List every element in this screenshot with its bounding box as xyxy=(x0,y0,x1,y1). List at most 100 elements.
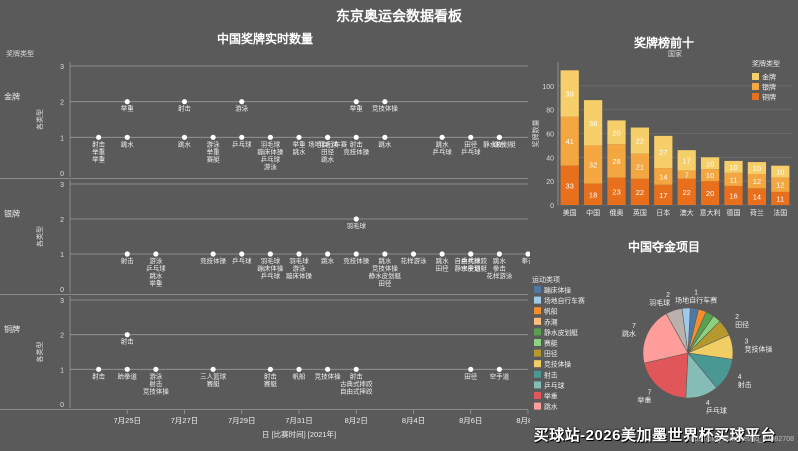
timeline-title: 中国奖牌实时数量 xyxy=(216,32,313,46)
point-label: 竞技体操 xyxy=(343,256,370,265)
pie-slice-label: 3 竞技体操 xyxy=(744,338,772,353)
medal-point xyxy=(353,216,359,222)
y-tick-label: 100 xyxy=(542,84,554,91)
medal-point xyxy=(124,332,130,338)
bar-segment xyxy=(700,157,720,170)
bar-value-label: 20 xyxy=(612,128,620,137)
pie-slice xyxy=(642,313,689,364)
bar-value-label: 23 xyxy=(612,187,620,196)
x-tick-label: 中国 xyxy=(586,208,600,217)
bar-value-label: 38 xyxy=(589,119,597,128)
point-label: 举重 xyxy=(121,104,135,113)
bar-segment xyxy=(607,177,626,205)
bar-value-label: 41 xyxy=(566,137,574,146)
legend-label: 跳水 xyxy=(544,402,558,411)
y-tick-label: 2 xyxy=(60,333,64,340)
legend-label: 金牌 xyxy=(762,73,776,82)
bar-segment xyxy=(747,162,767,175)
legend-label: 场地自行车赛 xyxy=(544,296,585,305)
legend-swatch xyxy=(534,328,541,336)
point-label: 场地自行车赛 xyxy=(308,139,348,148)
bar-segment xyxy=(583,145,603,184)
bar-value-label: 10 xyxy=(729,163,737,172)
medal-point xyxy=(153,251,159,257)
pie-slice-label: 7 跳水 xyxy=(622,323,636,338)
medal-point xyxy=(296,134,302,140)
bar-value-label: 11 xyxy=(776,194,784,203)
bar-segment xyxy=(607,120,626,145)
dashboard-title: 东京奥运会数据看板 xyxy=(336,8,462,24)
point-label: 游泳射击竞技体操 xyxy=(143,371,170,395)
medal-point xyxy=(468,134,474,140)
y-tick-label: 3 xyxy=(60,182,64,189)
y-axis-label: 各类型 xyxy=(35,342,44,363)
x-tick-label: 8月2日 xyxy=(345,416,368,425)
medal-point xyxy=(439,134,445,140)
point-label: 羽毛球蹦床体操乒乓球 xyxy=(257,256,284,280)
point-label: 跆拳道 xyxy=(118,371,138,380)
bar-value-label: 17 xyxy=(659,191,667,200)
row-header: 奖牌类型 xyxy=(6,49,34,58)
medal-point xyxy=(124,366,130,372)
x-tick-label: 荷兰 xyxy=(750,208,764,217)
y-tick-label: 0 xyxy=(60,402,64,409)
bar-segment xyxy=(700,181,720,205)
legend-swatch xyxy=(534,360,541,368)
bar-value-label: 18 xyxy=(589,190,597,199)
y-tick-label: 40 xyxy=(546,155,554,162)
row-label: 银牌 xyxy=(4,209,20,219)
bar-value-label: 28 xyxy=(612,157,620,166)
medal-point xyxy=(210,134,216,140)
legend-label: 帆船 xyxy=(544,307,558,316)
bar-value-label: 22 xyxy=(636,137,644,146)
medal-point xyxy=(153,366,159,372)
medal-point xyxy=(353,366,359,372)
bar-segment xyxy=(724,185,743,205)
point-label: 射击举重举重 xyxy=(92,139,106,163)
row-label: 铜牌 xyxy=(4,324,20,334)
point-label: 三人篮球赛艇 xyxy=(200,371,227,388)
medal-point xyxy=(124,134,130,140)
bar-segment xyxy=(560,116,579,166)
bar-value-label: 22 xyxy=(636,188,644,197)
legend-swatch xyxy=(752,73,759,80)
x-tick-label: 8月6日 xyxy=(459,416,482,425)
x-tick-label: 德国 xyxy=(727,208,741,217)
bar-segment xyxy=(724,172,743,186)
medal-point xyxy=(382,99,388,105)
bar-value-label: 11 xyxy=(730,175,738,184)
row-label: 金牌 xyxy=(4,92,20,102)
y-tick-label: 2 xyxy=(60,217,64,224)
legend-swatch xyxy=(534,392,541,399)
point-label: 竞技体操 xyxy=(372,104,399,113)
medal-point xyxy=(239,134,245,140)
y-tick-label: 3 xyxy=(60,64,64,71)
y-tick-label: 3 xyxy=(60,298,64,305)
legend-swatch xyxy=(534,317,541,325)
bar-value-label: 12 xyxy=(776,181,784,190)
x-tick-label: 7月31日 xyxy=(285,416,313,425)
point-label: 游泳乒乓球跳水举重 xyxy=(146,256,166,288)
x-tick-label: 日本 xyxy=(656,208,670,217)
bar-value-label: 7 xyxy=(685,171,689,180)
point-label: 跳水 xyxy=(321,256,335,265)
point-label: 帆船 xyxy=(293,371,307,380)
medal-point xyxy=(496,251,502,257)
bar-segment xyxy=(583,183,603,205)
medal-point xyxy=(96,134,102,140)
bar-value-label: 10 xyxy=(706,159,714,168)
point-label: 田径 xyxy=(464,371,478,380)
medal-point xyxy=(496,134,502,140)
legend-swatch xyxy=(534,402,541,410)
bar-value-label: 10 xyxy=(776,168,784,177)
medal-point xyxy=(325,251,331,257)
medal-point xyxy=(181,134,188,140)
legend-label: 赛艇 xyxy=(544,339,558,348)
x-tick-label: 法国 xyxy=(773,208,787,217)
legend-label: 竞技体操 xyxy=(544,360,571,369)
bar-value-label: 12 xyxy=(753,177,761,186)
legend-swatch xyxy=(534,381,541,389)
bar-value-label: 17 xyxy=(683,156,691,165)
point-label: 羽毛球 xyxy=(347,221,367,230)
y-tick-label: 1 xyxy=(60,367,64,374)
